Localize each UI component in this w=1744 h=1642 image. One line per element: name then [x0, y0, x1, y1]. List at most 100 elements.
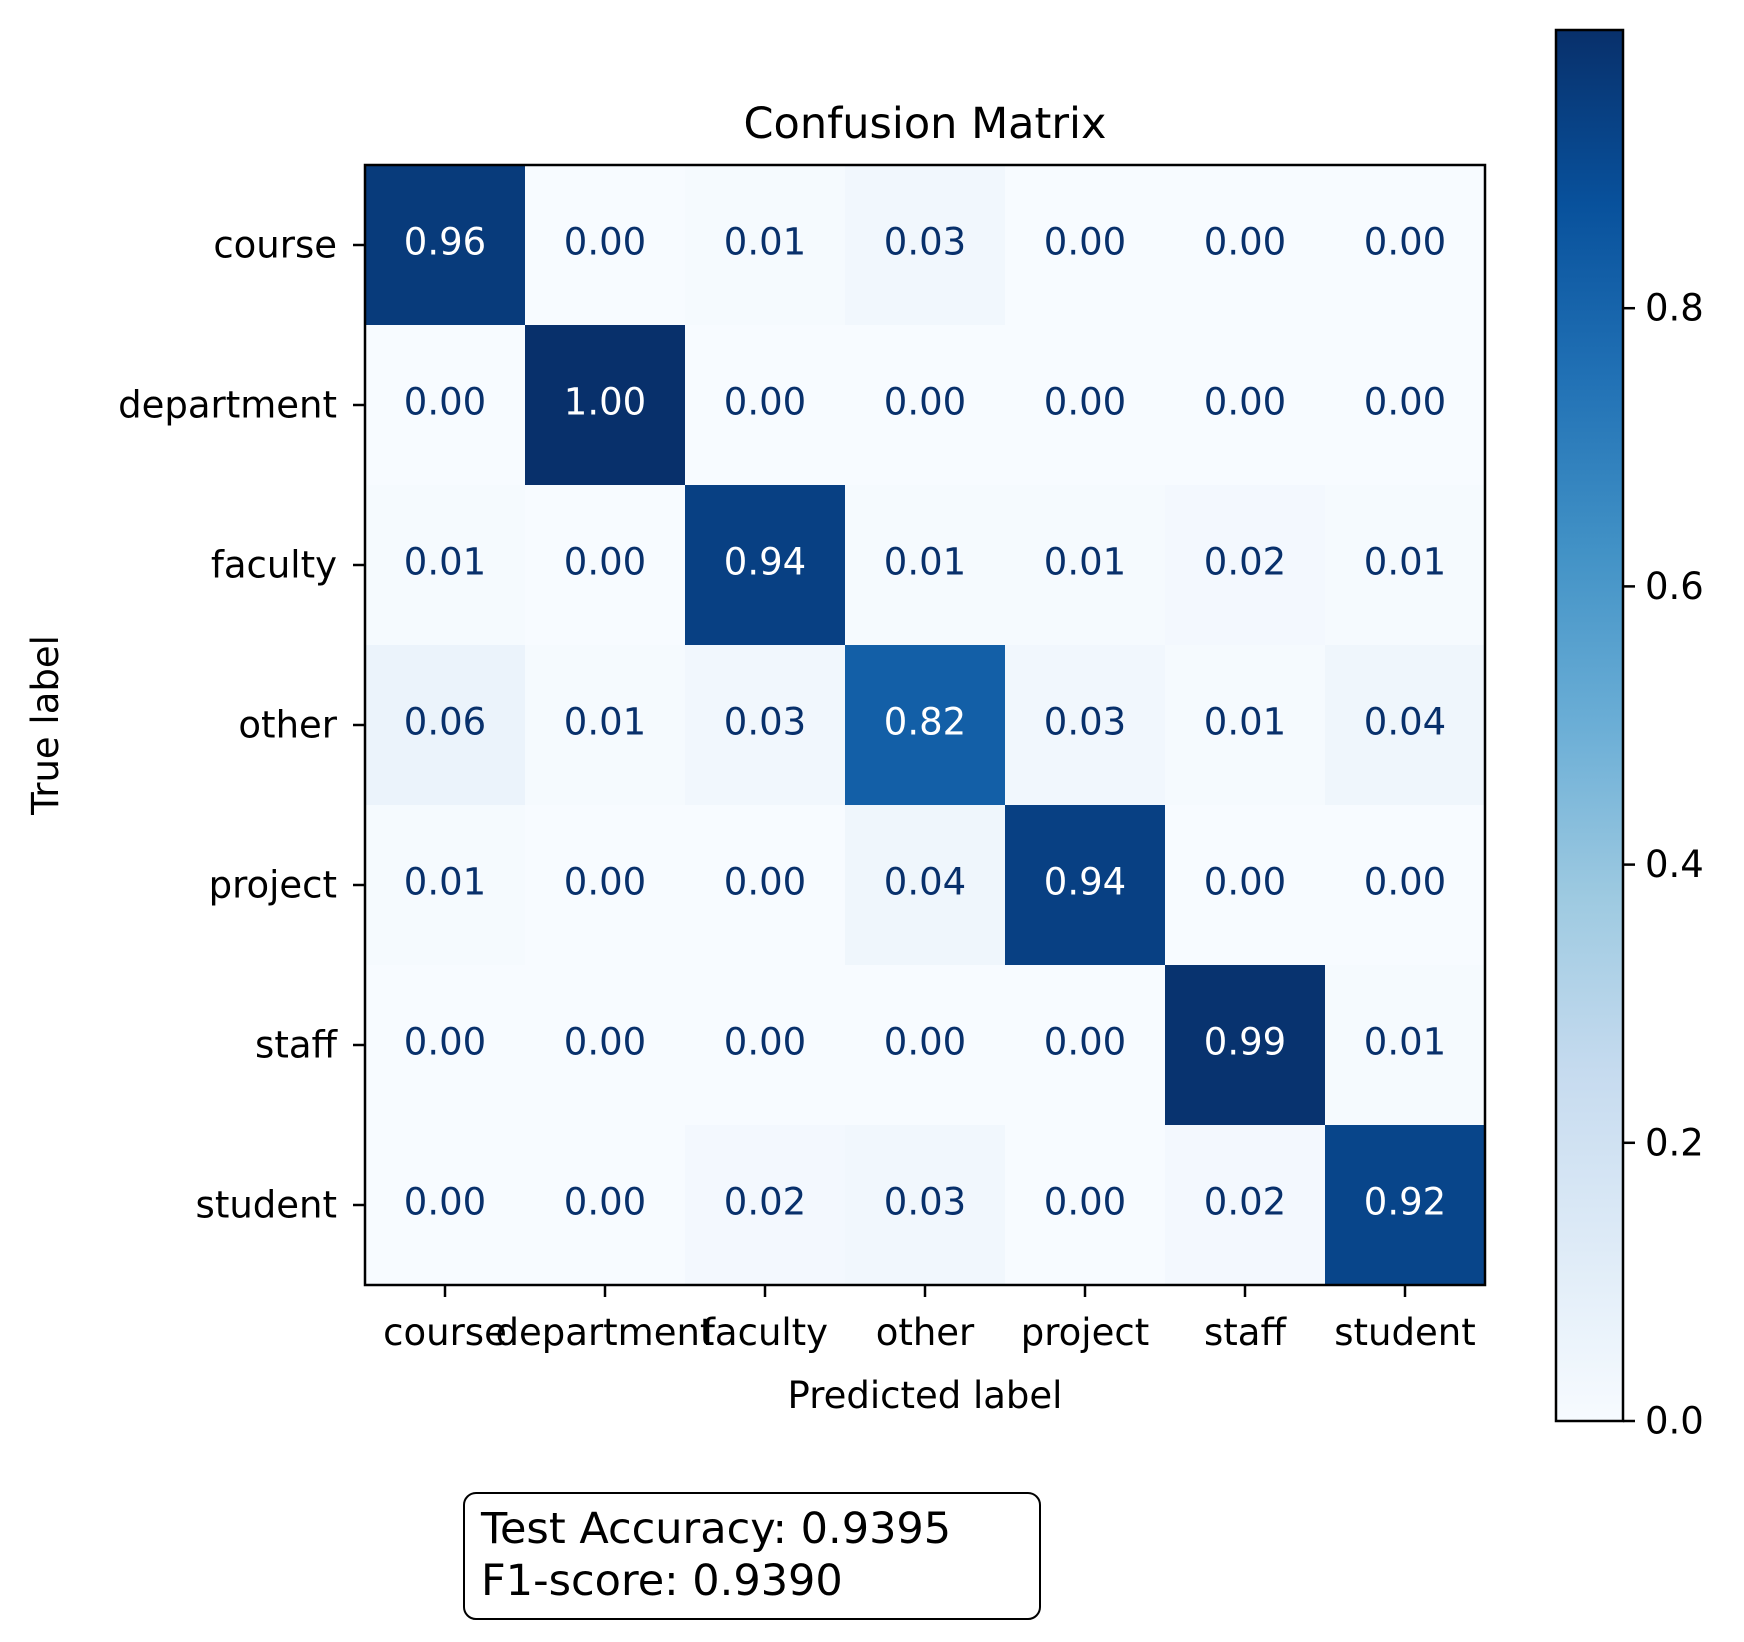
heatmap-cell: [525, 805, 686, 966]
heatmap-cell: [685, 805, 846, 966]
cell-value-label: 0.01: [1044, 541, 1126, 584]
cell-value-label: 0.01: [724, 221, 806, 264]
heatmap-cell: [1005, 325, 1166, 486]
x-tick-label: student: [1334, 1311, 1475, 1354]
y-tick-label: faculty: [211, 544, 337, 587]
cell-value-label: 0.00: [724, 861, 806, 904]
cell-value-label: 0.03: [724, 701, 806, 744]
cell-value-label: 0.00: [1204, 861, 1286, 904]
chart-title: Confusion Matrix: [744, 99, 1107, 149]
heatmap-cell: [685, 645, 846, 806]
heatmap-cell: [365, 485, 526, 646]
x-tick-label: faculty: [702, 1311, 828, 1354]
colorbar-ticks: 0.0 0.2 0.4 0.6 0.8: [1623, 287, 1704, 1443]
heatmap-cell: [845, 805, 1006, 966]
cell-value-label: 0.01: [404, 541, 486, 584]
heatmap-cell: [685, 485, 846, 646]
cell-value-label: 0.99: [1204, 1021, 1286, 1064]
colorbar: [1554, 28, 1625, 1423]
heatmap-cell: [365, 165, 526, 326]
y-axis-label: True label: [24, 635, 67, 816]
y-axis: course department faculty other project staff…: [118, 224, 365, 1227]
cell-value-label: 0.03: [884, 1181, 966, 1224]
cell-value-label: 0.01: [1364, 541, 1446, 584]
x-tick-label: course: [383, 1311, 507, 1354]
colorbar-tick-label: 0.2: [1645, 1121, 1704, 1164]
y-tick-label: staff: [255, 1024, 338, 1067]
x-tick-label: other: [876, 1311, 975, 1354]
heatmap-cell: [1165, 965, 1326, 1126]
heatmap-cell: [685, 165, 846, 326]
heatmap-cell: [1005, 645, 1166, 806]
heatmap-cell: [1005, 1125, 1166, 1286]
metrics-box: Test Accuracy: 0.9395 F1-score: 0.9390: [463, 1492, 1041, 1620]
cell-value-label: 0.06: [404, 701, 486, 744]
cell-value-label: 0.00: [1044, 1021, 1126, 1064]
heatmap-cell: [1005, 165, 1166, 326]
cell-value-label: 0.82: [884, 701, 966, 744]
heatmap-cell: [685, 965, 846, 1126]
cell-value-label: 0.01: [1204, 701, 1286, 744]
heatmap-cell: [845, 485, 1006, 646]
heatmap-cell: [1165, 325, 1326, 486]
cell-value-label: 0.00: [404, 381, 486, 424]
y-tick-label: project: [209, 864, 337, 907]
heatmap-cell: [365, 805, 526, 966]
colorbar-tick-label: 0.0: [1645, 1400, 1704, 1443]
heatmap-cell: [1325, 805, 1486, 966]
y-tick-label: other: [238, 704, 337, 747]
heatmap-cell: [845, 965, 1006, 1126]
cell-value-label: 0.00: [1364, 381, 1446, 424]
heatmap-cell: [365, 325, 526, 486]
cell-value-label: 0.00: [564, 1181, 646, 1224]
cell-value-label: 0.02: [1204, 541, 1286, 584]
x-tick-label: staff: [1204, 1311, 1287, 1354]
heatmap-cell: [685, 1125, 846, 1286]
cell-value-label: 0.01: [884, 541, 966, 584]
colorbar-tick-label: 0.4: [1645, 843, 1704, 886]
cell-value-label: 0.00: [724, 1021, 806, 1064]
cell-value-label: 0.00: [564, 1021, 646, 1064]
heatmap-cell: [1325, 645, 1486, 806]
heatmap-cell: [525, 1125, 686, 1286]
heatmap-cell: [1325, 165, 1486, 326]
cell-value-label: 0.00: [724, 381, 806, 424]
cell-value-label: 0.04: [884, 861, 966, 904]
heatmap-cell: [845, 325, 1006, 486]
heatmap-cell: [1165, 645, 1326, 806]
cell-value-label: 0.02: [1204, 1181, 1286, 1224]
x-tick-label: department: [496, 1311, 715, 1354]
test-accuracy-text: Test Accuracy: 0.9395: [481, 1504, 952, 1554]
colorbar-tick-label: 0.8: [1645, 287, 1704, 330]
heatmap-cell: [1325, 485, 1486, 646]
cell-value-label: 0.00: [1204, 221, 1286, 264]
cell-value-label: 0.96: [404, 221, 486, 264]
cell-value-label: 0.01: [564, 701, 646, 744]
heatmap-cell: [685, 325, 846, 486]
cell-value-label: 0.00: [564, 861, 646, 904]
cell-value-label: 0.00: [1044, 221, 1126, 264]
heatmap-cell: [1005, 805, 1166, 966]
cell-value-label: 0.01: [1364, 1021, 1446, 1064]
cell-value-label: 0.00: [1204, 381, 1286, 424]
heatmap-cell: [845, 1125, 1006, 1286]
cell-value-label: 0.00: [564, 541, 646, 584]
cell-value-label: 0.94: [1044, 861, 1126, 904]
x-axis-label: Predicted label: [788, 1374, 1063, 1417]
heatmap-cell: [1165, 485, 1326, 646]
cell-value-label: 1.00: [564, 381, 646, 424]
cell-value-label: 0.03: [884, 221, 966, 264]
heatmap-cell: [365, 1125, 526, 1286]
colorbar-tick-label: 0.6: [1645, 565, 1704, 608]
cell-value-label: 0.00: [884, 381, 966, 424]
heatmap-cell: [525, 325, 686, 486]
y-tick-label: student: [196, 1184, 337, 1227]
heatmap-cell: [365, 965, 526, 1126]
cell-value-label: 0.00: [1364, 861, 1446, 904]
heatmap-cells: 0.96 0.00 0.01 0.03 0.00 0.00 0.00 0.00 1.00 0.00…: [365, 165, 1486, 1286]
cell-value-label: 0.03: [1044, 701, 1126, 744]
cell-value-label: 0.02: [724, 1181, 806, 1224]
heatmap-cell: [1165, 1125, 1326, 1286]
